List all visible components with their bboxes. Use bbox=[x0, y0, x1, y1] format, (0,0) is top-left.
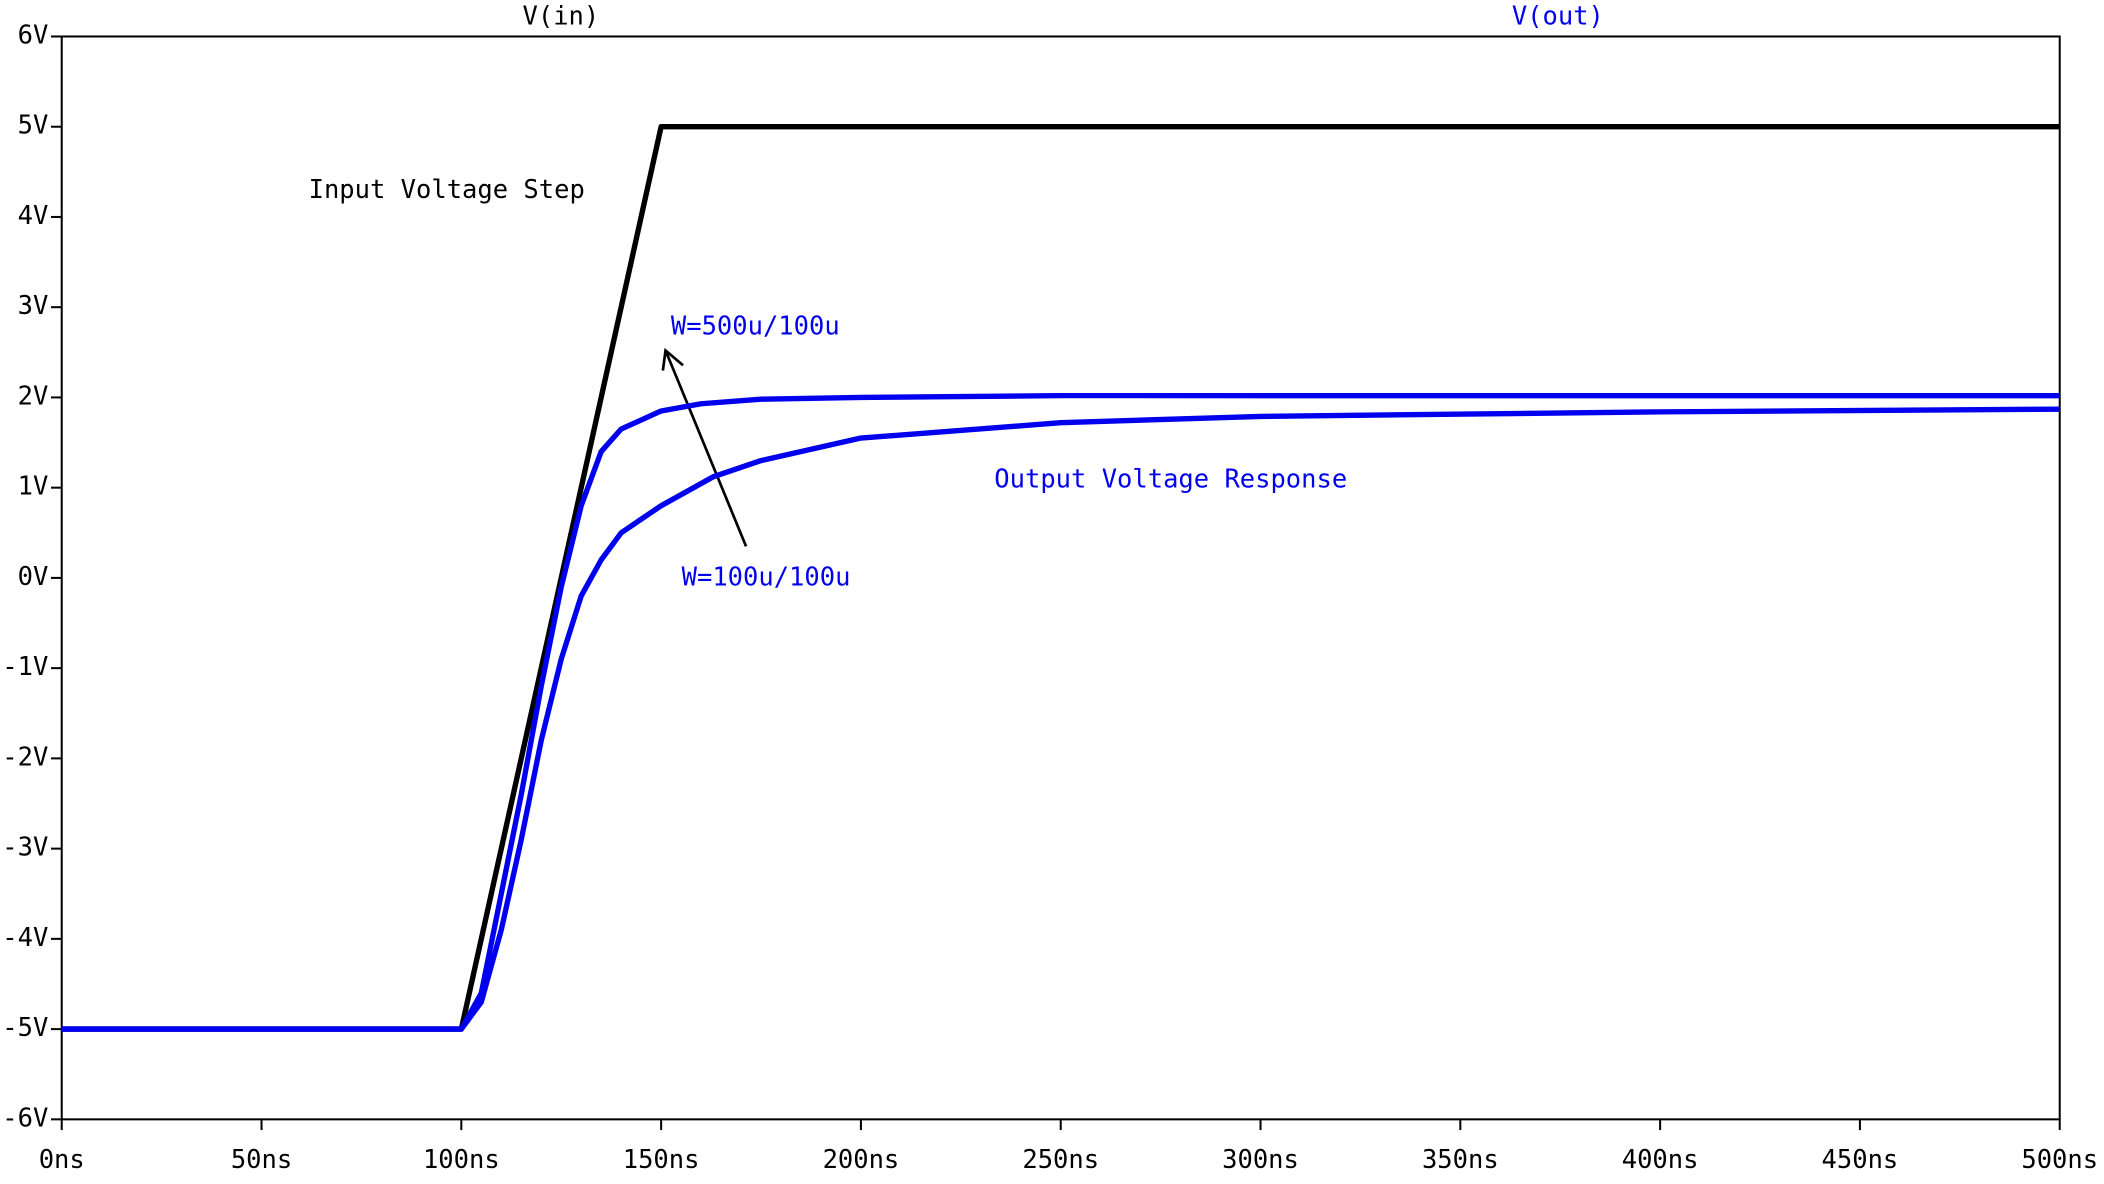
x-tick-label: 300ns bbox=[1222, 1145, 1299, 1175]
x-tick-label: 100ns bbox=[423, 1145, 500, 1175]
series-line bbox=[61, 406, 2060, 1032]
x-tick-label: 200ns bbox=[823, 1145, 900, 1175]
series-line bbox=[61, 392, 2060, 1032]
y-tick-label: 1V bbox=[18, 472, 49, 502]
x-tick-label: 500ns bbox=[2021, 1145, 2098, 1175]
arrow bbox=[661, 347, 748, 547]
x-tick-label: 350ns bbox=[1422, 1145, 1499, 1175]
x-tick-label: 400ns bbox=[1622, 1145, 1699, 1175]
x-tick-label: 250ns bbox=[1022, 1145, 1099, 1175]
y-tick-label: -1V bbox=[2, 652, 48, 682]
x-tick-label: 450ns bbox=[1822, 1145, 1899, 1175]
y-tick-label: -5V bbox=[2, 1013, 48, 1043]
y-tick-label: -6V bbox=[2, 1103, 48, 1133]
y-tick-label: 0V bbox=[18, 562, 49, 592]
y-tick-label: 2V bbox=[18, 381, 49, 411]
x-tick-label: 0ns bbox=[39, 1145, 85, 1175]
x-tick-label: 50ns bbox=[231, 1145, 292, 1175]
legend-entry: V(in) bbox=[523, 2, 600, 32]
y-tick-label: 5V bbox=[18, 111, 49, 141]
y-tick-label: 4V bbox=[18, 201, 49, 231]
annotation: Input Voltage Step bbox=[309, 175, 585, 205]
y-tick-label: 3V bbox=[18, 291, 49, 321]
y-tick-label: -2V bbox=[2, 742, 48, 772]
y-tick-label: -3V bbox=[2, 833, 48, 863]
annotation: W=500u/100u bbox=[671, 312, 840, 342]
annotation: Output Voltage Response bbox=[994, 465, 1347, 495]
y-tick-label: 6V bbox=[18, 20, 49, 50]
series-line bbox=[61, 124, 2060, 1032]
legend-entry: V(out) bbox=[1512, 2, 1604, 32]
y-tick-label: -4V bbox=[2, 923, 48, 953]
annotation: W=100u/100u bbox=[682, 563, 851, 593]
x-tick-label: 150ns bbox=[623, 1145, 700, 1175]
